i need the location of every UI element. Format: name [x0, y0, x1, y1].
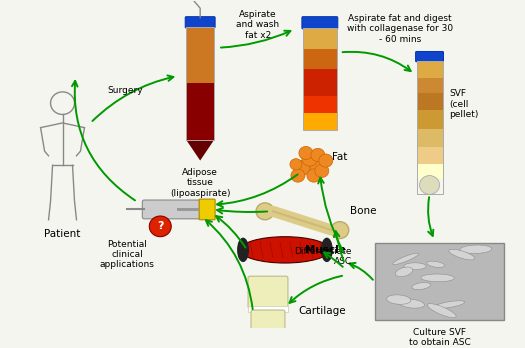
Text: Aspirate
and wash
fat x2: Aspirate and wash fat x2 [236, 10, 280, 40]
Ellipse shape [434, 301, 465, 308]
FancyBboxPatch shape [142, 200, 202, 219]
Bar [417, 147, 443, 164]
Text: Surgery: Surgery [108, 86, 143, 95]
Bar [303, 28, 337, 49]
Bar [186, 27, 214, 140]
Circle shape [291, 169, 305, 182]
Bar [186, 84, 214, 140]
Ellipse shape [427, 304, 456, 318]
Text: Differentiate
ASC: Differentiate ASC [295, 247, 352, 266]
Ellipse shape [421, 274, 454, 282]
Bar [417, 61, 443, 195]
Ellipse shape [460, 245, 492, 253]
Ellipse shape [427, 261, 445, 267]
Text: ?: ? [157, 221, 163, 231]
Bar [375, 243, 505, 321]
Circle shape [290, 159, 302, 170]
Bar [417, 164, 443, 179]
Circle shape [319, 154, 333, 167]
Circle shape [331, 222, 349, 239]
Bar [303, 69, 337, 96]
Text: Patient: Patient [44, 229, 81, 239]
Bar [303, 96, 337, 113]
Text: Fat: Fat [332, 152, 347, 162]
Circle shape [256, 203, 274, 220]
Text: Adipose
tissue
(lipoaspirate): Adipose tissue (lipoaspirate) [170, 168, 230, 198]
Ellipse shape [398, 299, 424, 308]
Circle shape [302, 151, 318, 166]
Ellipse shape [412, 283, 430, 290]
Ellipse shape [393, 253, 419, 264]
FancyBboxPatch shape [199, 199, 215, 220]
Text: Culture SVF
to obtain ASC: Culture SVF to obtain ASC [408, 328, 470, 347]
Circle shape [310, 159, 326, 174]
Bar [186, 27, 214, 84]
Bar [417, 61, 443, 78]
Bar [417, 78, 443, 93]
Ellipse shape [386, 295, 411, 304]
Ellipse shape [404, 263, 426, 270]
Circle shape [299, 147, 313, 160]
Circle shape [149, 216, 171, 237]
Circle shape [307, 169, 321, 182]
Bar [177, 207, 199, 211]
Ellipse shape [237, 238, 249, 262]
Ellipse shape [240, 237, 330, 263]
Circle shape [419, 176, 439, 195]
Text: SVF
(cell
pellet): SVF (cell pellet) [449, 89, 479, 119]
Text: Muscle: Muscle [305, 245, 346, 255]
Text: Bone: Bone [350, 206, 376, 216]
Bar [417, 128, 443, 147]
Bar [303, 28, 337, 129]
Bar [417, 110, 443, 128]
Circle shape [311, 148, 325, 161]
Bar [303, 49, 337, 69]
Bar [303, 113, 337, 129]
Circle shape [294, 160, 310, 176]
FancyBboxPatch shape [416, 52, 444, 62]
Text: Potential
clinical
applications: Potential clinical applications [100, 239, 155, 269]
Ellipse shape [449, 249, 475, 260]
FancyBboxPatch shape [302, 17, 338, 29]
Polygon shape [186, 140, 214, 160]
Text: Aspirate fat and digest
with collagenase for 30
- 60 mins: Aspirate fat and digest with collagenase… [346, 14, 453, 44]
Text: Cartilage: Cartilage [298, 306, 345, 316]
Ellipse shape [321, 238, 333, 262]
Ellipse shape [395, 267, 413, 277]
FancyBboxPatch shape [251, 310, 285, 340]
FancyBboxPatch shape [248, 276, 288, 308]
Bar [417, 93, 443, 110]
Circle shape [315, 164, 329, 177]
FancyBboxPatch shape [185, 17, 215, 28]
Bar [248, 306, 288, 312]
